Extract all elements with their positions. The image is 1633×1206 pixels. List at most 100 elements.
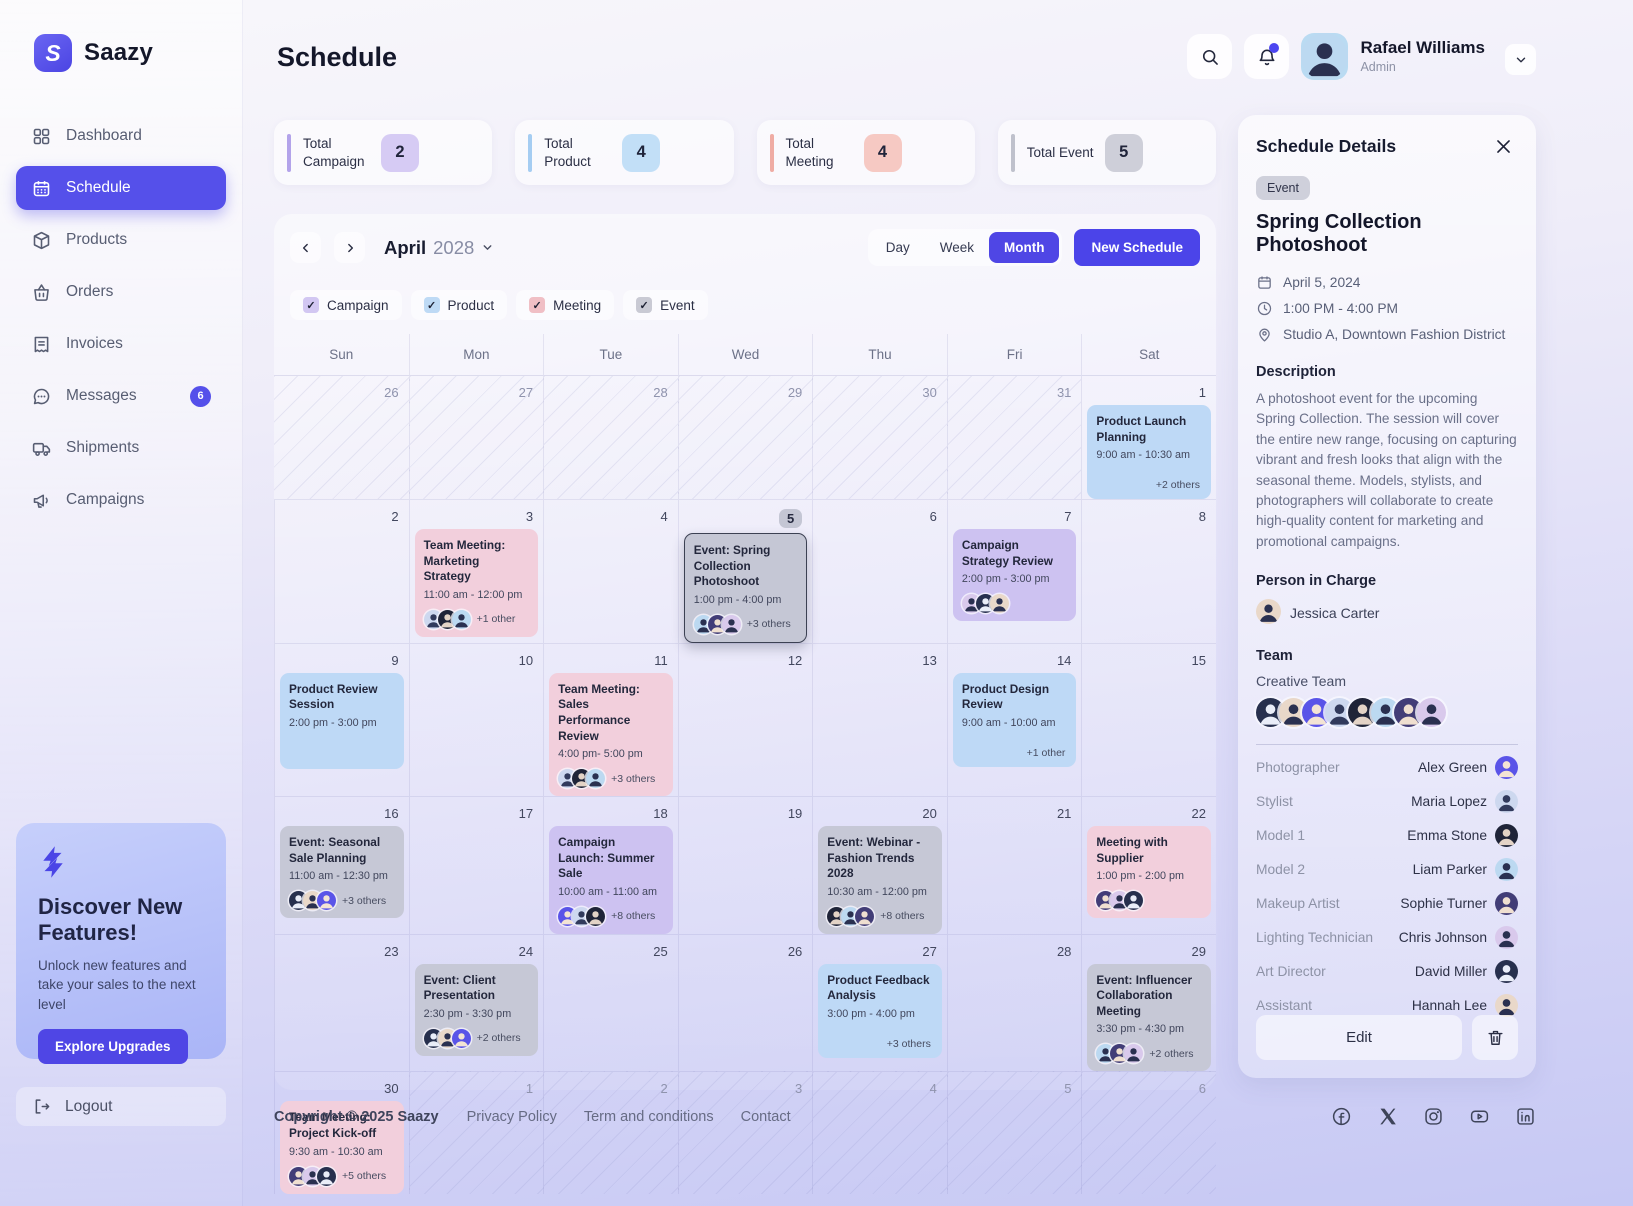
event-card[interactable]: Campaign Strategy Review 2:00 pm - 3:00 p… <box>952 529 1077 622</box>
event-card[interactable]: Event: Seasonal Sale Planning 11:00 am - … <box>280 826 404 919</box>
filter-label[interactable]: Campaign <box>327 297 389 313</box>
event-time[interactable]: 3:00 pm - 4:00 pm <box>827 1007 915 1020</box>
event-time[interactable]: 2:00 pm - 3:00 pm <box>961 573 1050 586</box>
calendar-cell-25[interactable]: 25 <box>543 933 678 1072</box>
role-person[interactable]: Maria Lopez <box>1411 790 1518 814</box>
event-time[interactable]: 1:00 pm - 2:00 pm <box>1096 870 1185 883</box>
calendar-cell-20[interactable]: 20 Event: Webinar - Fashion Trends 2028 10… <box>812 796 947 934</box>
attendee-avatar[interactable] <box>1124 1044 1144 1064</box>
event-attendees[interactable]: +5 others <box>289 1166 395 1186</box>
attendees-more-label[interactable]: +3 others <box>746 618 791 631</box>
event-title[interactable]: Event: Seasonal Sale Planning <box>289 835 381 865</box>
attendee-avatar[interactable] <box>451 1028 471 1048</box>
sidebar-item-campaigns[interactable]: Campaigns <box>16 478 226 522</box>
sidebar-item-label[interactable]: Dashboard <box>66 127 142 144</box>
sidebar-item-label[interactable]: Schedule <box>66 179 131 196</box>
role-person[interactable]: Sophie Turner <box>1400 892 1518 916</box>
instagram-icon[interactable] <box>1423 1106 1444 1127</box>
stat-label[interactable]: Total Meeting <box>785 135 834 169</box>
attendees-more-label[interactable]: +3 others <box>342 894 387 907</box>
event-time[interactable]: 1:00 pm - 4:00 pm <box>693 593 782 606</box>
role-label[interactable]: Photographer <box>1256 760 1340 776</box>
sidebar-item-shipments[interactable]: Shipments <box>16 426 226 470</box>
event-title[interactable]: Event: Influencer Collaboration Meeting <box>1096 972 1193 1018</box>
footer-link-term-and-conditions[interactable]: Term and conditions <box>583 1108 714 1125</box>
calendar-cell-7[interactable]: 7 Campaign Strategy Review 2:00 pm - 3:00 … <box>946 499 1082 643</box>
logout-button[interactable]: Logout <box>16 1087 226 1126</box>
user-menu-button[interactable] <box>1505 44 1536 75</box>
day-number[interactable]: 14 <box>1056 652 1072 668</box>
calendar-cell-14[interactable]: 14 Product Design Review 9:00 am - 10:00 a… <box>946 642 1082 797</box>
stat-card-total-meeting[interactable]: Total Meeting 4 <box>756 120 975 185</box>
role-person-name[interactable]: Hannah Lee <box>1411 998 1487 1014</box>
megaphone-icon[interactable] <box>31 490 52 511</box>
day-number[interactable]: 27 <box>922 943 937 959</box>
role-person-avatar[interactable] <box>1495 824 1518 848</box>
day-number[interactable]: 28 <box>1056 943 1072 959</box>
event-time[interactable]: 2:00 pm - 3:00 pm <box>289 716 377 729</box>
messages-count-badge[interactable]: 6 <box>190 385 211 407</box>
event-time[interactable]: 10:30 am - 12:00 pm <box>827 885 927 898</box>
event-card[interactable]: Meeting with Supplier 1:00 pm - 2:00 pm <box>1087 826 1211 919</box>
view-tab-day[interactable]: Day <box>871 232 925 263</box>
day-number[interactable]: 26 <box>787 943 803 959</box>
day-number[interactable]: 24 <box>518 943 534 959</box>
event-card[interactable]: Team Meeting: Marketing Strategy 11:00 am… <box>414 529 539 637</box>
calendar-cell-16[interactable]: 16 Event: Seasonal Sale Planning 11:00 am … <box>274 796 409 934</box>
calendar-cell-30[interactable]: 30 <box>812 376 947 500</box>
event-time[interactable]: 2:30 pm - 3:30 pm <box>423 1007 512 1020</box>
event-attendees[interactable]: +2 others <box>1096 1044 1202 1064</box>
day-name-wed[interactable]: Wed <box>677 334 813 376</box>
day-name-mon[interactable]: Mon <box>408 334 544 376</box>
event-attendees[interactable]: +8 others <box>558 906 664 926</box>
role-person-name[interactable]: Liam Parker <box>1412 862 1487 878</box>
chat-icon[interactable] <box>31 386 52 407</box>
role-person[interactable]: Alex Green <box>1418 756 1518 780</box>
calendar-cell-22[interactable]: 22 Meeting with Supplier 1:00 pm - 2:00 pm <box>1081 796 1216 934</box>
basket-icon[interactable] <box>31 282 52 303</box>
truck-icon[interactable] <box>31 438 52 459</box>
calendar-cell-2[interactable]: 2 <box>274 499 409 643</box>
event-attendees[interactable]: +1 other <box>423 609 530 629</box>
role-label[interactable]: Lighting Technician <box>1256 930 1374 946</box>
attendee-avatar[interactable] <box>586 769 606 789</box>
attendees-more-label[interactable]: +8 others <box>880 910 925 923</box>
month-selector[interactable]: April 2028 <box>384 237 494 259</box>
attendee-avatar[interactable] <box>437 609 457 629</box>
stat-card-total-campaign[interactable]: Total Campaign 2 <box>274 120 493 185</box>
sidebar-item-label[interactable]: Invoices <box>66 335 123 352</box>
event-time[interactable]: 11:00 am - 12:30 pm <box>289 870 388 883</box>
day-number[interactable]: 25 <box>653 943 668 959</box>
stat-accent-bar[interactable] <box>287 133 291 172</box>
attendees-more-label[interactable]: +1 other <box>476 613 516 626</box>
event-card[interactable]: Product Launch Planning 9:00 am - 10:30 a… <box>1087 405 1211 500</box>
attendees-more-label[interactable]: +3 others <box>886 1037 931 1050</box>
stat-value[interactable]: 4 <box>622 133 661 172</box>
filter-meeting[interactable]: ✓ Meeting <box>516 290 615 320</box>
role-label[interactable]: Makeup Artist <box>1256 896 1340 912</box>
day-number[interactable]: 2 <box>660 1081 668 1097</box>
calendar-cell-1[interactable]: 1 Product Launch Planning 9:00 am - 10:30 … <box>1081 376 1216 500</box>
calendar-cell-3[interactable]: 3 Team Meeting: Marketing Strategy 11:00 a… <box>408 499 544 643</box>
calendar-cell-26[interactable]: 26 <box>274 376 409 500</box>
x-icon[interactable] <box>1377 1106 1398 1127</box>
stat-value[interactable]: 4 <box>863 133 902 172</box>
sidebar-item-invoices[interactable]: Invoices <box>16 322 226 366</box>
day-number[interactable]: 20 <box>922 806 937 822</box>
calendar-cell-31[interactable]: 31 <box>946 376 1082 500</box>
attendee-avatar[interactable] <box>586 906 606 926</box>
role-person[interactable]: Hannah Lee <box>1411 994 1518 1018</box>
attendee-avatar[interactable] <box>1124 891 1144 911</box>
role-person-name[interactable]: Maria Lopez <box>1411 794 1487 810</box>
day-name-fri[interactable]: Fri <box>946 334 1082 376</box>
attendees-more-label[interactable]: +5 others <box>342 1170 387 1183</box>
role-label[interactable]: Assistant <box>1256 998 1312 1014</box>
sidebar-item-products[interactable]: Products <box>16 218 226 262</box>
prev-month-button[interactable] <box>290 232 321 263</box>
day-number[interactable]: 18 <box>653 806 668 822</box>
day-number[interactable]: 31 <box>1056 385 1072 400</box>
footer-link-contact[interactable]: Contact <box>740 1108 791 1125</box>
calendar-icon[interactable] <box>31 178 52 199</box>
notifications-button[interactable] <box>1244 34 1290 79</box>
stat-accent-bar[interactable] <box>1010 133 1015 172</box>
